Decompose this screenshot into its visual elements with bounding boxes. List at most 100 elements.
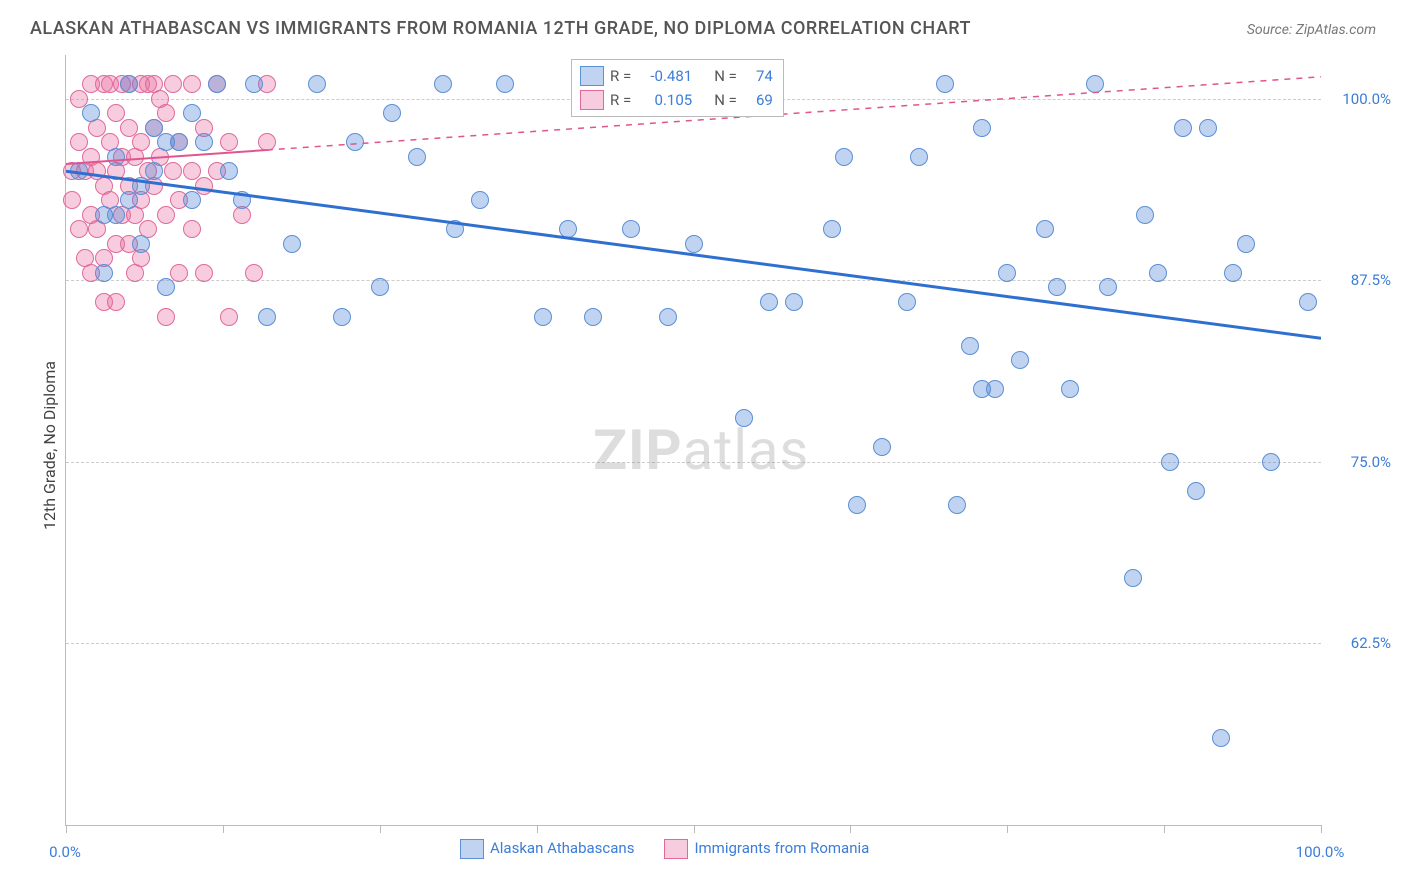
data-point (346, 133, 364, 151)
data-point (961, 337, 979, 355)
correlation-legend: R = -0.481 N = 74 R = 0.105 N = 69 (571, 59, 784, 117)
data-point (164, 75, 182, 93)
data-point (120, 191, 138, 209)
data-point (1199, 119, 1217, 137)
data-point (120, 75, 138, 93)
watermark-bold: ZIP (593, 417, 682, 483)
data-point (584, 308, 602, 326)
y-axis-label: 12th Grade, No Diploma (40, 361, 59, 530)
data-point (1086, 75, 1104, 93)
data-point (82, 104, 100, 122)
data-point (258, 133, 276, 151)
x-tick (850, 825, 851, 833)
data-point (434, 75, 452, 93)
data-point (95, 264, 113, 282)
y-tick-label: 75.0% (1331, 453, 1391, 471)
y-tick-label: 62.5% (1331, 634, 1391, 652)
x-tick (1007, 825, 1008, 833)
data-point (170, 264, 188, 282)
data-point (170, 133, 188, 151)
data-point (383, 104, 401, 122)
data-point (1262, 453, 1280, 471)
data-point (1187, 482, 1205, 500)
data-point (823, 220, 841, 238)
x-tick (66, 825, 67, 833)
data-point (183, 220, 201, 238)
data-point (183, 104, 201, 122)
data-point (785, 293, 803, 311)
data-point (107, 293, 125, 311)
data-point (208, 75, 226, 93)
data-point (63, 191, 81, 209)
x-tick (380, 825, 381, 833)
data-point (183, 75, 201, 93)
data-point (283, 235, 301, 253)
plot-area: ZIPatlas R = -0.481 N = 74 R = 0.105 N =… (65, 55, 1321, 826)
data-point (183, 191, 201, 209)
data-point (1048, 278, 1066, 296)
data-point (1099, 278, 1117, 296)
data-point (408, 148, 426, 166)
r-value-a: -0.481 (637, 67, 692, 85)
data-point (157, 206, 175, 224)
data-point (1136, 206, 1154, 224)
x-tick-label-100: 100.0% (1296, 843, 1345, 861)
data-point (107, 148, 125, 166)
data-point (1212, 729, 1230, 747)
legend-swatch-a-icon (460, 839, 484, 859)
data-point (132, 177, 150, 195)
data-point (685, 235, 703, 253)
legend-row-b: R = 0.105 N = 69 (580, 88, 773, 112)
data-point (371, 278, 389, 296)
y-tick-label: 87.5% (1331, 271, 1391, 289)
data-point (1174, 119, 1192, 137)
data-point (910, 148, 928, 166)
legend-item-b: Immigrants from Romania (664, 839, 869, 859)
data-point (220, 133, 238, 151)
data-point (496, 75, 514, 93)
data-point (1224, 264, 1242, 282)
data-point (132, 235, 150, 253)
legend-swatch-a (580, 66, 604, 86)
n-value-b: 69 (743, 91, 773, 109)
legend-swatch-b-icon (664, 839, 688, 859)
data-point (1011, 351, 1029, 369)
data-point (1149, 264, 1167, 282)
data-point (735, 409, 753, 427)
data-point (559, 220, 577, 238)
data-point (195, 264, 213, 282)
data-point (195, 133, 213, 151)
data-point (534, 308, 552, 326)
data-point (986, 380, 1004, 398)
data-point (1237, 235, 1255, 253)
x-tick (1321, 825, 1322, 833)
legend-item-a: Alaskan Athabascans (460, 839, 634, 859)
x-tick (537, 825, 538, 833)
data-point (973, 119, 991, 137)
data-point (220, 162, 238, 180)
data-point (164, 162, 182, 180)
data-point (948, 496, 966, 514)
data-point (70, 220, 88, 238)
data-point (998, 264, 1016, 282)
data-point (195, 177, 213, 195)
data-point (70, 162, 88, 180)
data-point (145, 162, 163, 180)
data-point (898, 293, 916, 311)
legend-row-a: R = -0.481 N = 74 (580, 64, 773, 88)
data-point (157, 104, 175, 122)
legend-label-b: Immigrants from Romania (694, 839, 869, 857)
watermark: ZIPatlas (593, 417, 809, 483)
r-label-a: R = (610, 67, 631, 85)
x-tick (694, 825, 695, 833)
gridline (66, 643, 1321, 644)
r-label-b: R = (610, 91, 631, 109)
series-legend: Alaskan Athabascans Immigrants from Roma… (460, 839, 869, 859)
legend-label-a: Alaskan Athabascans (490, 839, 634, 857)
data-point (936, 75, 954, 93)
data-point (258, 308, 276, 326)
data-point (1299, 293, 1317, 311)
chart-title: ALASKAN ATHABASCAN VS IMMIGRANTS FROM RO… (30, 18, 971, 39)
source-label: Source: ZipAtlas.com (1247, 22, 1376, 38)
data-point (1161, 453, 1179, 471)
